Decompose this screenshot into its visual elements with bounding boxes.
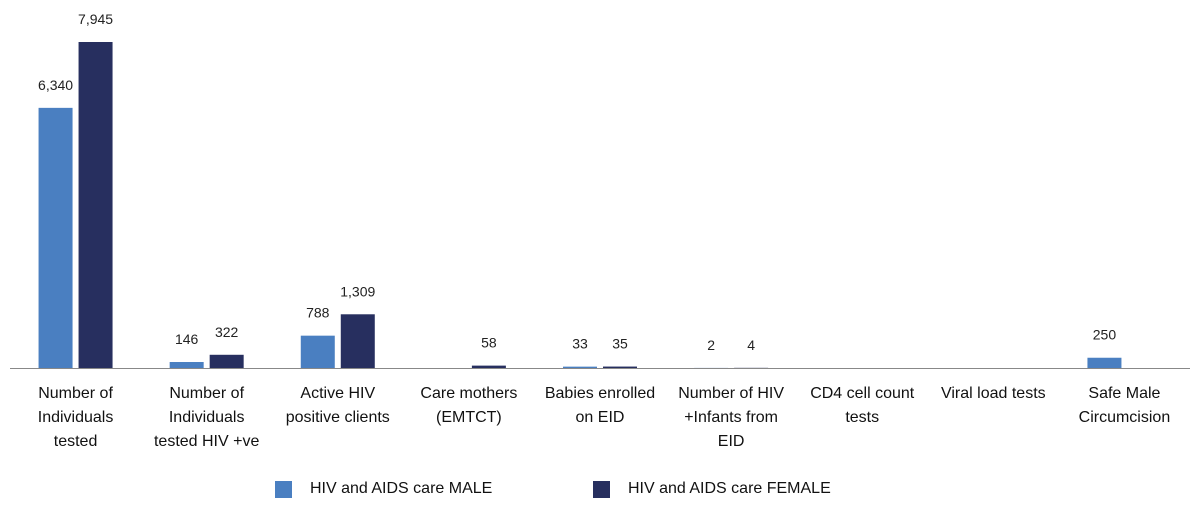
x-tick-label: Number of Individuals tested HIV +ve (153, 385, 260, 450)
value-label: 6,340 (38, 77, 73, 93)
x-tick-label: Active HIV positive clients (285, 385, 390, 426)
value-label: 2 (707, 337, 715, 353)
x-tick-label: Number of HIV +Infants from EID (678, 385, 784, 450)
value-label: 33 (572, 336, 588, 352)
bar (1087, 357, 1122, 368)
bar (471, 365, 506, 368)
legend-item: HIV and AIDS care FEMALE (593, 480, 831, 498)
bar (563, 366, 597, 368)
value-label: 7,945 (78, 11, 113, 27)
value-label: 35 (612, 336, 628, 352)
value-label: 1,309 (340, 283, 375, 299)
value-label: 146 (175, 331, 199, 347)
legend-label: HIV and AIDS care MALE (310, 480, 493, 497)
bar (300, 335, 335, 368)
value-label: 788 (306, 305, 330, 321)
bar (38, 107, 73, 369)
bar (78, 42, 113, 368)
value-label: 4 (747, 337, 755, 353)
bar (169, 362, 204, 368)
bar (603, 366, 637, 368)
x-tick-label: Babies enrolled on EID (544, 385, 656, 426)
legend-item: HIV and AIDS care MALE (275, 480, 492, 498)
bar (209, 354, 244, 368)
x-tick-label: Safe Male Circumcision (1078, 385, 1171, 426)
legend-swatch (275, 480, 292, 498)
x-tick-label: CD4 cell count tests (810, 385, 915, 426)
value-label: 250 (1093, 327, 1117, 343)
x-tick-label: Care mothers (EMTCT) (420, 385, 518, 426)
bar (340, 314, 375, 368)
x-tick-label: Viral load tests (940, 385, 1046, 402)
value-label: 58 (481, 335, 497, 351)
legend-swatch (593, 480, 610, 498)
value-label: 322 (215, 324, 239, 340)
legend-label: HIV and AIDS care FEMALE (628, 480, 831, 497)
x-tick-label: Number of Individuals tested (37, 385, 114, 450)
